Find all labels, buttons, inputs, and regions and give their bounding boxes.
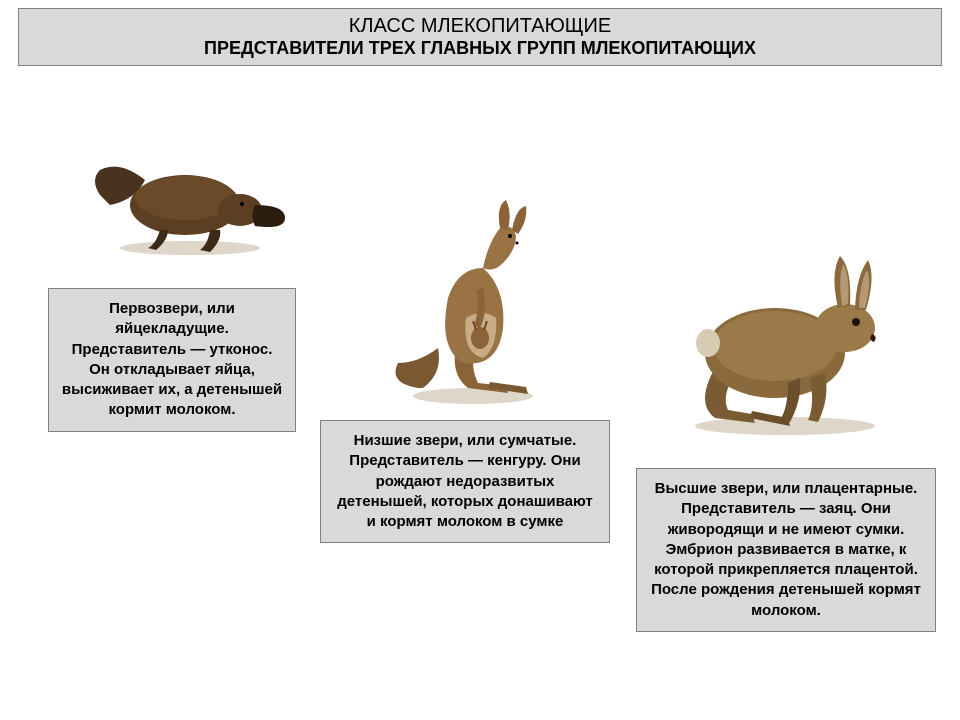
- hare-image: [660, 248, 910, 438]
- kangaroo-caption: Низшие звери, или сумчатые. Представител…: [320, 420, 610, 543]
- hare-caption: Высшие звери, или плацентарные. Представ…: [636, 468, 936, 632]
- platypus-caption: Первозвери, или яйцекладущие. Представит…: [48, 288, 296, 432]
- slide-header: КЛАСС МЛЕКОПИТАЮЩИЕ ПРЕДСТАВИТЕЛИ ТРЕХ Г…: [18, 8, 942, 66]
- header-subtitle: ПРЕДСТАВИТЕЛИ ТРЕХ ГЛАВНЫХ ГРУПП МЛЕКОПИ…: [204, 38, 756, 59]
- platypus-image: [90, 140, 290, 260]
- header-title: КЛАСС МЛЕКОПИТАЮЩИЕ: [349, 15, 612, 38]
- kangaroo-image: [388, 188, 558, 408]
